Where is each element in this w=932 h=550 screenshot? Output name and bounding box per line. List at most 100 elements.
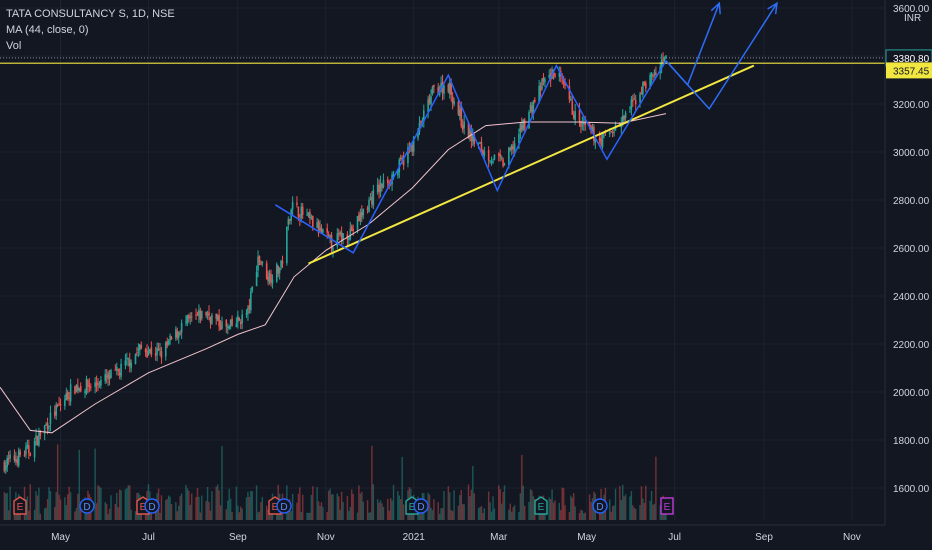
volume-bar [206, 487, 209, 520]
time-tick-label: May [51, 532, 70, 543]
volume-bar [3, 492, 6, 520]
candle-body [467, 121, 470, 139]
volume-bar [45, 507, 47, 520]
candle-body [470, 131, 473, 142]
candle-body [205, 312, 207, 316]
candle-body [23, 454, 26, 456]
candle-body [319, 226, 321, 232]
candle-body [115, 366, 118, 370]
volume-bar [64, 497, 66, 520]
candle-body [538, 85, 540, 102]
candle-body [118, 372, 121, 375]
event-marker-upcoming[interactable]: E [660, 497, 674, 515]
volume-bar [140, 512, 142, 520]
candle-body [379, 182, 382, 193]
volume-bar [629, 496, 631, 520]
candle-body [301, 206, 304, 215]
volume-bar [652, 504, 654, 520]
candle-body [278, 268, 281, 274]
event-marker-dividend[interactable]: D [592, 498, 608, 514]
symbol-title[interactable]: TATA CONSULTANCY S, 1D, NSE [6, 8, 175, 20]
volume-bar [267, 509, 269, 520]
candle-body [6, 457, 9, 467]
candle-body [137, 348, 140, 351]
volume-bar [655, 456, 657, 520]
candle-body [532, 101, 535, 114]
price-tick-label: 2800.00 [893, 196, 930, 207]
volume-bar [180, 493, 183, 520]
price-axis[interactable]: 3600.003400.003200.003000.002800.002600.… [884, 0, 932, 525]
volume-bar [614, 488, 617, 520]
candle-body [623, 115, 625, 120]
volume-bar [624, 494, 627, 520]
candle-body [588, 123, 591, 128]
event-marker-label: D [596, 502, 603, 513]
candle-body [134, 353, 137, 365]
candle-body [634, 99, 637, 105]
candle-body [332, 248, 334, 251]
volume-bar [411, 513, 413, 520]
candle-body [459, 109, 461, 117]
volume-bar [531, 490, 533, 520]
time-tick-label: Sep [229, 532, 247, 543]
candle-body [369, 199, 372, 201]
event-marker-dividend[interactable]: D [276, 498, 292, 514]
event-marker-label: E [272, 502, 279, 513]
candle-body [164, 342, 167, 357]
volume-bar [58, 494, 60, 520]
candle-body [629, 111, 631, 113]
candle-body [493, 154, 496, 160]
candle-body [329, 235, 331, 238]
candle-body [591, 127, 594, 132]
volume-bars [3, 444, 667, 520]
volume-bar [65, 505, 68, 520]
candle-body [584, 122, 587, 125]
candle-body [26, 444, 29, 448]
volume-bar [398, 495, 400, 520]
candle-body [19, 451, 21, 455]
candle-body [270, 274, 272, 282]
volume-bar [144, 510, 147, 520]
volume-bar [554, 500, 556, 520]
event-marker-earnings[interactable]: E [534, 496, 548, 515]
volume-bar [548, 497, 550, 520]
event-marker-earnings[interactable]: E [13, 496, 27, 515]
volume-bar [451, 511, 454, 520]
candle-body [349, 228, 352, 240]
candle-body [350, 226, 353, 232]
candle-body [120, 363, 122, 377]
candle-body [665, 55, 667, 59]
drawing-layer[interactable] [0, 1, 885, 265]
event-marker-label: E [538, 502, 545, 513]
volume-indicator-label[interactable]: Vol [6, 40, 22, 52]
candle-body [216, 315, 219, 321]
time-axis[interactable]: May Jul Sep Nov 2021 Mar May Jul Sep Nov [0, 524, 932, 550]
event-marker-dividend[interactable]: D [79, 498, 95, 514]
volume-bar [379, 500, 382, 520]
volume-bar [338, 496, 340, 520]
volume-bar [500, 503, 503, 520]
candle-body [528, 112, 530, 129]
price-tick-label: 2000.00 [893, 388, 930, 399]
price-tick-label: 1600.00 [893, 484, 930, 495]
ma-indicator-label[interactable]: MA (44, close, 0) [6, 24, 89, 36]
candle-body [508, 147, 510, 166]
candle-body [633, 98, 636, 100]
volume-bar [134, 511, 137, 520]
volume-bar [319, 505, 321, 520]
event-marker-dividend[interactable]: D [413, 498, 429, 514]
candle-body [130, 362, 132, 369]
volume-bar [306, 512, 308, 520]
candle-body [632, 99, 634, 102]
volume-bar [622, 484, 624, 520]
candle-body [306, 214, 308, 216]
event-marker-dividend[interactable]: D [144, 498, 160, 514]
volume-bar [43, 508, 46, 520]
candle-body [228, 326, 230, 329]
candle-body [13, 455, 16, 461]
candle-body [245, 313, 248, 315]
volume-bar [169, 496, 171, 520]
volume-bar [366, 500, 369, 520]
